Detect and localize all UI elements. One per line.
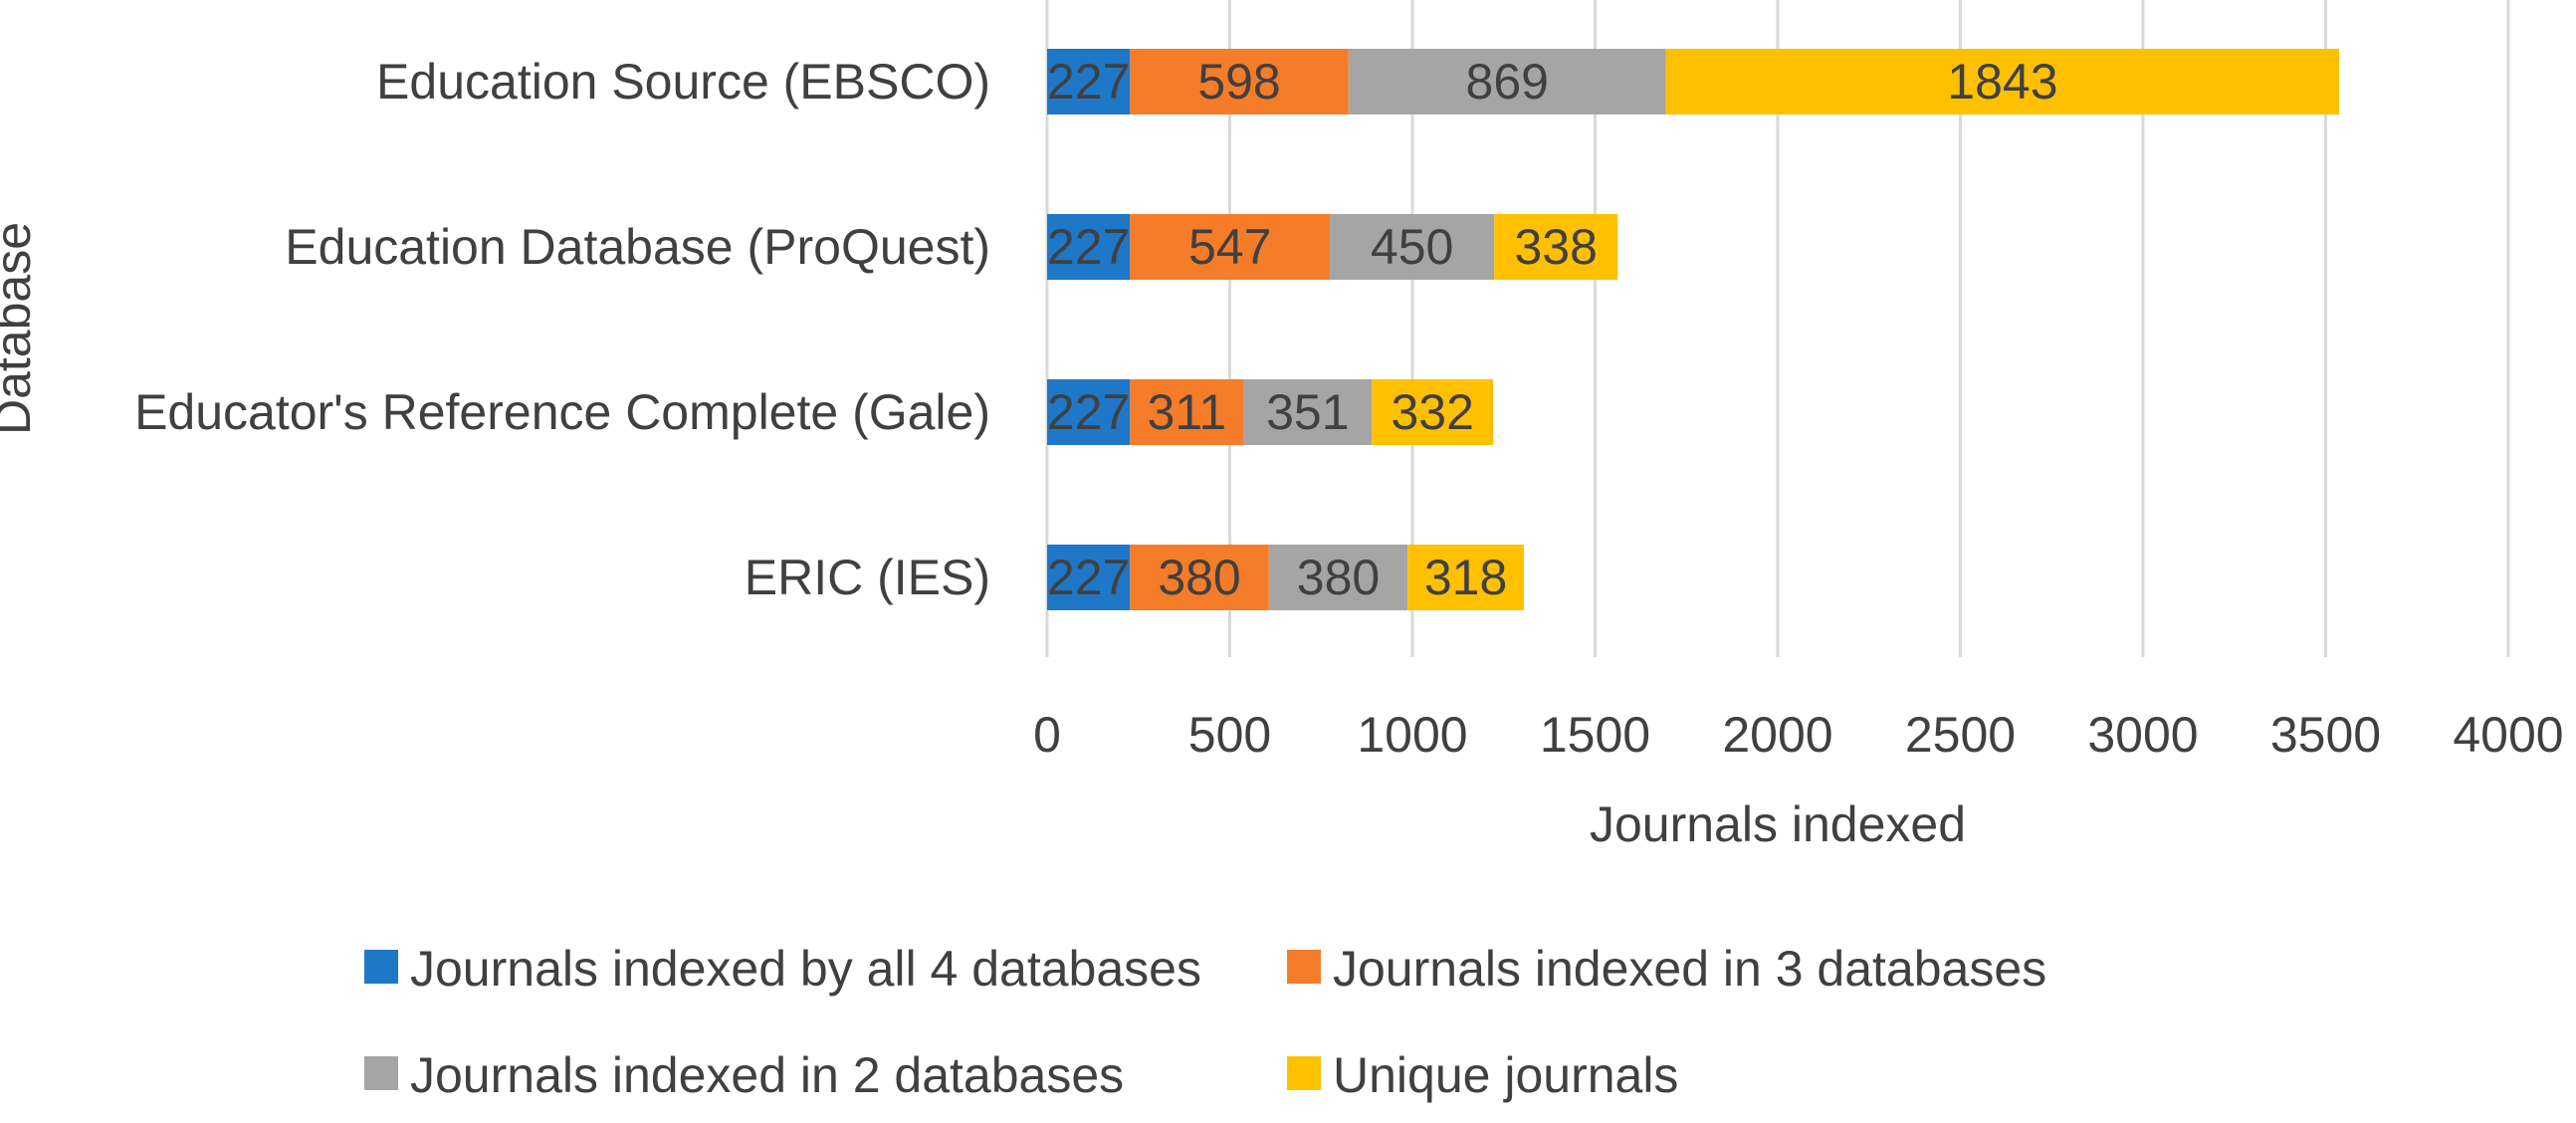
bar-segment-3-3 <box>1407 545 1524 610</box>
x-tick-label-1500: 1500 <box>1540 707 1650 763</box>
category-label-2: Educator's Reference Complete (Gale) <box>134 384 990 440</box>
legend-label-2: Journals indexed in 2 databases <box>410 1047 1124 1103</box>
data-label-0-0: 227 <box>1047 54 1130 110</box>
x-tick-label-500: 500 <box>1188 707 1271 763</box>
bar-segment-0-3 <box>1665 49 2340 114</box>
bar-segment-2-0 <box>1047 379 1131 445</box>
data-label-2-1: 311 <box>1148 384 1227 440</box>
bar-segment-0-0 <box>1047 49 1131 114</box>
legend-swatch-2 <box>364 1056 398 1090</box>
bar-segment-2-3 <box>1372 379 1494 445</box>
category-label-0: Education Source (EBSCO) <box>376 54 990 110</box>
bar-segment-2-1 <box>1130 379 1244 445</box>
bar-segment-1-1 <box>1130 214 1331 280</box>
data-label-3-3: 318 <box>1424 550 1507 605</box>
bar-segment-1-0 <box>1047 214 1131 280</box>
bar-segment-1-3 <box>1494 214 1618 280</box>
x-tick-label-1000: 1000 <box>1357 707 1467 763</box>
x-tick-labels: 0 500 1000 1500 2000 2500 3000 3500 4000 <box>1033 707 2564 763</box>
bars <box>1047 49 2340 610</box>
data-label-2-3: 332 <box>1391 384 1473 440</box>
bar-segment-2-2 <box>1243 379 1373 445</box>
legend-swatch-3 <box>1287 1056 1321 1090</box>
legend-swatch-1 <box>1287 950 1321 984</box>
bar-segment-3-2 <box>1268 545 1408 610</box>
data-label-2-2: 351 <box>1266 384 1349 440</box>
category-label-1: Education Database (ProQuest) <box>285 219 990 275</box>
category-label-3: ERIC (IES) <box>745 550 990 605</box>
y-axis-title: Database <box>0 222 41 435</box>
x-tick-label-3000: 3000 <box>2087 707 2198 763</box>
data-label-0-1: 598 <box>1197 54 1280 110</box>
data-label-0-2: 869 <box>1466 54 1549 110</box>
data-label-1-1: 547 <box>1188 219 1271 275</box>
data-label-1-2: 450 <box>1371 219 1453 275</box>
data-label-3-0: 227 <box>1047 550 1130 605</box>
x-tick-label-2000: 2000 <box>1722 707 1832 763</box>
category-labels: Education Source (EBSCO) Education Databa… <box>134 54 990 605</box>
legend-label-1: Journals indexed in 3 databases <box>1333 941 2046 997</box>
bar-segment-3-1 <box>1130 545 1269 610</box>
data-label-1-0: 227 <box>1047 219 1130 275</box>
bar-segment-0-2 <box>1348 49 1666 114</box>
data-label-0-3: 1843 <box>1947 54 2057 110</box>
data-label-2-0: 227 <box>1047 384 1130 440</box>
data-label-3-2: 380 <box>1297 550 1380 605</box>
x-tick-label-4000: 4000 <box>2453 707 2563 763</box>
legend-label-0: Journals indexed by all 4 databases <box>410 941 1201 997</box>
bar-segment-1-2 <box>1330 214 1495 280</box>
legend: Journals indexed by all 4 databases Journ… <box>364 941 2046 1103</box>
x-tick-label-3500: 3500 <box>2270 707 2381 763</box>
data-labels: 227 598 869 1843 227 547 450 338 227 311 351 332 227… <box>1047 54 2058 605</box>
x-tick-label-2500: 2500 <box>1905 707 2016 763</box>
data-label-3-1: 380 <box>1158 550 1240 605</box>
legend-label-3: Unique journals <box>1333 1047 1678 1103</box>
x-tick-label-0: 0 <box>1033 707 1061 763</box>
data-label-1-3: 338 <box>1515 219 1598 275</box>
bar-segment-3-0 <box>1047 545 1131 610</box>
bar-segment-0-1 <box>1130 49 1349 114</box>
legend-swatch-0 <box>364 950 398 984</box>
x-axis-title: Journals indexed <box>1590 796 1966 852</box>
